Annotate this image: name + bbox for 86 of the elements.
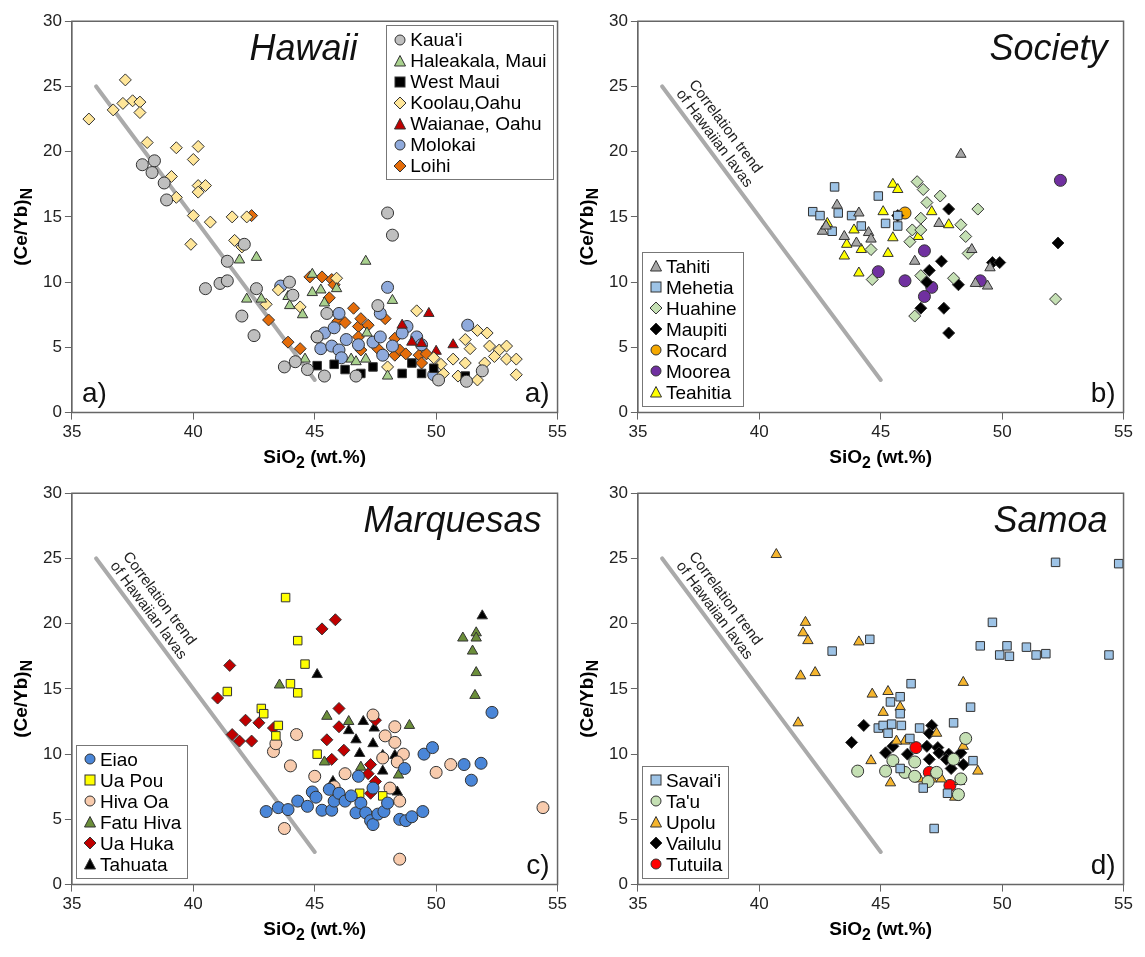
y-tick-label: 20 [42,613,62,633]
y-tick-label: 15 [42,206,62,226]
legend-label: Rocard [665,339,728,361]
y-tick-label: 25 [42,548,62,568]
legend-label: Waianae, Oahu [410,113,542,135]
legend-label: Teahitia [665,381,732,403]
x-tick-label: 35 [628,422,648,442]
x-tick-label: 40 [749,894,769,914]
legend-label: Tahiti [665,255,711,277]
x-axis-title: SiO$_{2}$ (wt.%) [262,918,368,944]
annotation: a) [524,377,550,409]
x-tick-label: 35 [628,894,648,914]
annotation: a) [81,377,107,409]
legend-label: Ua Huka [99,832,174,854]
y-tick-label: 0 [618,402,628,422]
y-tick-label: 10 [608,271,628,291]
x-tick-label: 55 [548,894,568,914]
y-tick-label: 5 [52,337,62,357]
legend-label: Molokai [410,134,476,156]
x-tick-label: 45 [305,422,325,442]
chart-title: Society [989,27,1108,70]
x-tick-label: 45 [871,422,891,442]
y-tick-label: 25 [608,548,628,568]
y-tick-label: 15 [42,678,62,698]
chart-title: Hawaii [249,27,358,70]
x-tick-label: 50 [992,422,1012,442]
legend-label: Savai'i [665,769,722,791]
legend-label: Ua Pou [99,769,164,791]
y-tick-label: 10 [42,271,62,291]
x-tick-label: 45 [305,894,325,914]
y-tick-label: 30 [42,482,62,502]
y-tick-label: 20 [608,141,628,161]
y-tick-label: 10 [42,743,62,763]
x-axis-title: SiO$_{2}$ (wt.%) [828,918,934,944]
legend-label: Huahine [665,297,737,319]
y-tick-label: 5 [618,809,628,829]
x-tick-label: 55 [1114,894,1134,914]
x-tick-label: 50 [992,894,1012,914]
chart-title: Samoa [993,499,1108,542]
legend-label: Loihi [410,155,451,177]
x-tick-label: 40 [183,894,203,914]
y-tick-label: 15 [608,206,628,226]
legend-label: Vailulu [665,832,722,854]
legend-label: Tutuila [665,853,723,875]
x-tick-label: 45 [871,894,891,914]
x-tick-label: 40 [183,422,203,442]
x-tick-label: 35 [62,894,82,914]
legend-label: Maupiti [665,318,728,340]
legend-label: Moorea [665,360,731,382]
y-tick-label: 30 [608,482,628,502]
chart-title: Marquesas [363,499,542,542]
y-tick-label: 20 [608,613,628,633]
legend-label: Hiva Oa [99,790,169,812]
y-tick-label: 5 [52,809,62,829]
legend-label: Haleakala, Maui [410,50,547,72]
x-tick-label: 35 [62,422,82,442]
y-tick-label: 0 [618,874,628,894]
y-tick-label: 15 [608,678,628,698]
legend-label: Kaua'i [410,29,463,51]
y-tick-label: 10 [608,743,628,763]
annotation: c) [526,849,550,881]
y-tick-label: 5 [618,337,628,357]
x-tick-label: 50 [426,894,446,914]
x-tick-label: 40 [749,422,769,442]
legend-label: Upolu [665,811,716,833]
legend-label: West Maui [410,71,500,93]
x-tick-label: 55 [548,422,568,442]
y-tick-label: 0 [52,402,62,422]
y-tick-label: 25 [42,76,62,96]
y-tick-label: 20 [42,141,62,161]
y-tick-label: 30 [42,10,62,30]
annotation: d) [1090,849,1116,881]
legend-label: Eiao [99,748,138,770]
legend-label: Tahuata [99,853,168,875]
x-tick-label: 55 [1114,422,1134,442]
legend-label: Ta'u [665,790,701,812]
legend-label: Fatu Hiva [99,811,182,833]
y-tick-label: 30 [608,10,628,30]
x-axis-title: SiO$_{2}$ (wt.%) [828,446,934,472]
x-tick-label: 50 [426,422,446,442]
x-axis-title: SiO$_{2}$ (wt.%) [262,446,368,472]
legend-label: Mehetia [665,276,734,298]
legend-label: Koolau,Oahu [410,92,522,114]
y-tick-label: 25 [608,76,628,96]
y-tick-label: 0 [52,874,62,894]
annotation: b) [1090,377,1116,409]
